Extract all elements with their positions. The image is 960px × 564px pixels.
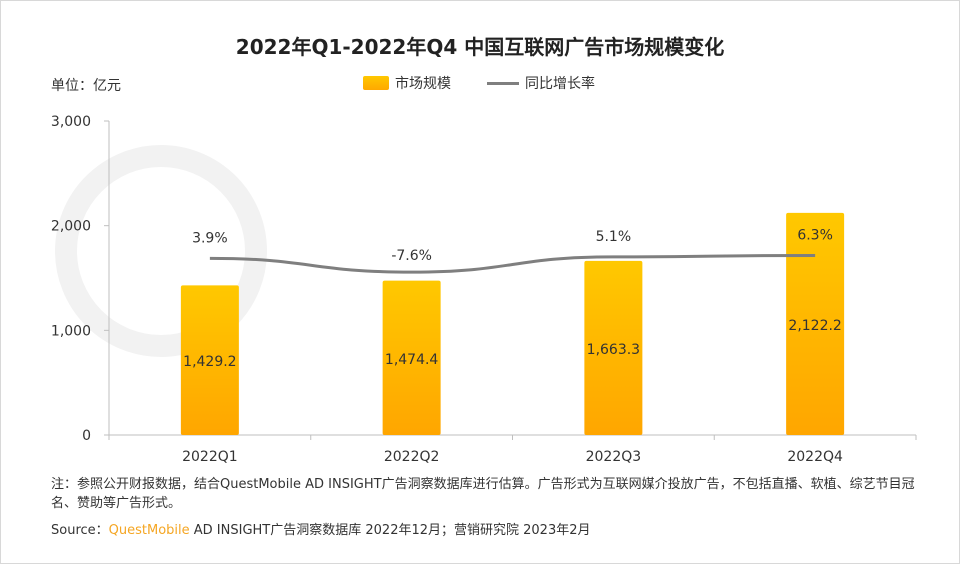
y-tick-label: 1,000	[51, 323, 91, 339]
legend-bar-swatch	[363, 76, 389, 90]
legend-line-label: 同比增长率	[525, 76, 595, 92]
growth-rate-label: 6.3%	[797, 227, 833, 243]
y-tick-label: 3,000	[51, 114, 91, 130]
source-brand: QuestMobile	[108, 523, 190, 538]
y-tick-label: 2,000	[51, 219, 91, 235]
x-tick-label: 2022Q2	[384, 449, 440, 465]
legend-line-swatch	[487, 81, 519, 85]
chart-title: 2022年Q1-2022年Q4 中国互联网广告市场规模变化	[235, 35, 725, 59]
bar-2022Q1	[180, 285, 239, 435]
footnote: 注：参照公开财报数据，结合QuestMobile AD INSIGHT广告洞察数…	[51, 477, 915, 511]
source-label: Source：	[51, 523, 109, 538]
bar-value-label: 2,122.2	[788, 318, 841, 334]
growth-rate-line	[209, 253, 816, 274]
bar-value-label: 1,663.3	[587, 342, 640, 358]
bar-2022Q4	[786, 212, 845, 435]
legend-bar-label: 市场规模	[395, 76, 451, 92]
x-tick-label: 2022Q3	[586, 449, 642, 465]
bar-2022Q2	[382, 280, 441, 435]
source-text: AD INSIGHT广告洞察数据库 2022年12月；营销研究院 2023年2月	[189, 523, 591, 538]
x-tick-label: 2022Q4	[787, 449, 843, 465]
unit-label: 单位：亿元	[51, 78, 121, 94]
bar-value-label: 1,429.2	[183, 354, 236, 370]
x-tick-label: 2022Q1	[182, 449, 238, 465]
source-line: Source：QuestMobile AD INSIGHT广告洞察数据库 202…	[51, 521, 931, 540]
watermark-logo-icon	[55, 145, 267, 357]
y-tick-label: 0	[82, 428, 91, 444]
bar-value-label: 1,474.4	[385, 352, 439, 368]
footer: 注：参照公开财报数据，结合QuestMobile AD INSIGHT广告洞察数…	[51, 475, 931, 540]
growth-rate-label: -7.6%	[391, 248, 432, 264]
growth-rate-label: 5.1%	[596, 229, 632, 245]
bar-2022Q3	[584, 260, 643, 435]
legend: 市场规模 同比增长率	[363, 73, 595, 93]
growth-rate-label: 3.9%	[192, 230, 228, 246]
